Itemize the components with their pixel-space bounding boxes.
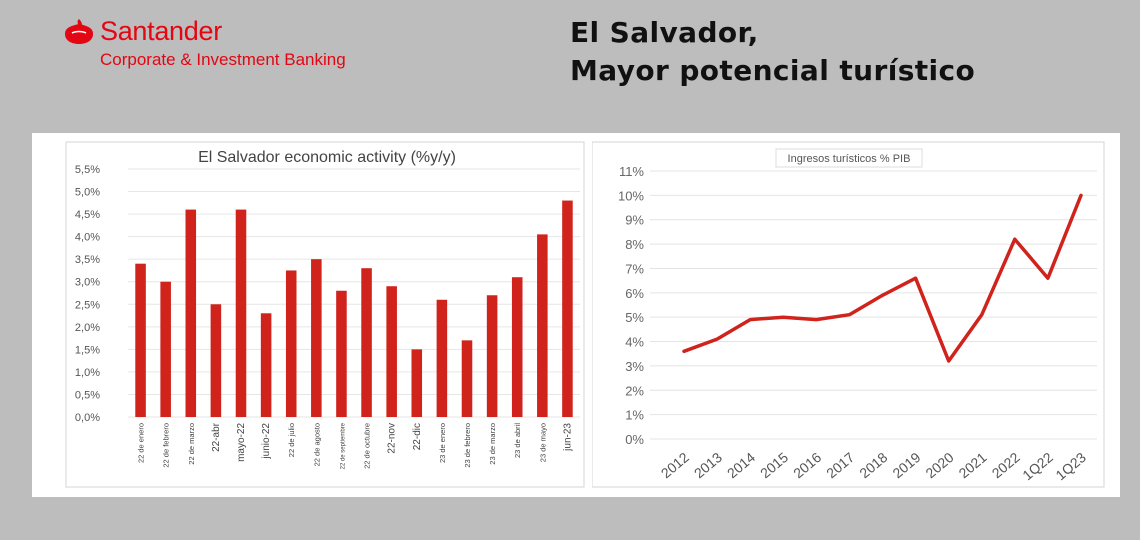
bar-category-label: 23 de abril [513, 423, 522, 458]
bar-category-label: 22 de enero [137, 423, 146, 463]
line-category-label: 2018 [856, 449, 890, 481]
santander-flame-icon [65, 19, 93, 44]
bar [285, 270, 297, 417]
bar-ytick-label: 1,0% [75, 367, 100, 379]
tourism-income-line-chart: Ingresos turísticos % PIB 0% 1% 2% 3% 4% 5% 6%… [592, 141, 1105, 488]
line-category-label: 2015 [757, 449, 791, 481]
headline-line-1: El Salvador, [570, 16, 759, 49]
bar-category-label: jun-23 [562, 423, 573, 452]
bar-category-label: 22 de febrero [162, 423, 171, 468]
bar [361, 268, 372, 417]
bar-category-label: 23 de febrero [463, 423, 472, 468]
bar-category-label: 22 de septiembre [340, 422, 346, 469]
bar-category-label: 22-dic [412, 423, 423, 450]
bar [537, 234, 548, 417]
bar-category-label: 22 de julio [287, 423, 296, 457]
bar [461, 340, 473, 417]
bar [436, 299, 448, 417]
headline-line-2: Mayor potencial turístico [570, 54, 976, 87]
bar-category-label: 22 de agosto [312, 423, 321, 466]
line-ytick-label: 5% [625, 310, 644, 325]
economic-activity-bar-chart: El Salvador economic activity (%y/y) 0,0… [65, 141, 585, 488]
bar-category-label: mayo-22 [236, 423, 247, 462]
bar-chart-title: El Salvador economic activity (%y/y) [198, 149, 456, 166]
line-category-label: 2014 [724, 449, 758, 481]
bar [160, 281, 171, 417]
line-chart-title: Ingresos turísticos % PIB [788, 153, 911, 165]
line-ytick-label: 9% [625, 213, 644, 228]
line-ytick-label: 6% [625, 286, 644, 301]
santander-logo: Santander Corporate & Investment Banking [62, 14, 402, 74]
bar-category-label: 23 de marzo [488, 423, 497, 465]
line-category-label: 2019 [889, 449, 923, 481]
line-category-label: 1Q23 [1052, 449, 1089, 483]
charts-panel: El Salvador economic activity (%y/y) 0,0… [32, 133, 1120, 497]
line-ytick-label: 10% [618, 188, 644, 203]
brand-subtitle: Corporate & Investment Banking [100, 50, 346, 69]
bar [336, 290, 347, 417]
bar-ytick-label: 5,0% [75, 187, 100, 199]
bar-category-label: 22-nov [387, 423, 398, 454]
bar-ytick-label: 4,5% [75, 209, 100, 221]
bar-category-label: 23 de mayo [538, 423, 547, 462]
bar [411, 349, 423, 417]
line-ytick-label: 0% [625, 432, 644, 447]
line-category-label: 1Q22 [1019, 449, 1056, 483]
line-ytick-label: 1% [625, 408, 644, 423]
bar-ytick-label: 0,0% [75, 412, 100, 424]
bar-category-label: 22-abr [211, 422, 222, 452]
line-category-label: 2017 [823, 449, 857, 481]
line-ytick-label: 4% [625, 335, 644, 350]
bar-ytick-label: 5,5% [75, 164, 100, 176]
bar-category-label: 22 de marzo [187, 423, 196, 465]
bar-category-label: junio-22 [261, 423, 272, 460]
bar [260, 313, 272, 417]
bar-ytick-label: 2,0% [75, 322, 100, 334]
line-ytick-label: 3% [625, 359, 644, 374]
bar-ytick-label: 3,5% [75, 254, 100, 266]
bar [235, 209, 247, 417]
line-category-label: 2020 [922, 449, 956, 481]
bar-category-label: 23 de enero [438, 423, 447, 463]
bar-ytick-label: 2,5% [75, 299, 100, 311]
bar [135, 263, 146, 417]
line-category-label: 2016 [790, 449, 824, 481]
line-category-label: 2012 [658, 449, 692, 481]
bar-ytick-label: 0,5% [75, 389, 100, 401]
bar-ytick-label: 4,0% [75, 232, 100, 244]
line-ytick-label: 8% [625, 237, 644, 252]
page-headline: El Salvador, Mayor potencial turístico [570, 14, 975, 90]
bar-ytick-label: 3,0% [75, 277, 100, 289]
bar [486, 295, 498, 417]
line-ytick-label: 11% [619, 164, 644, 179]
line-category-label: 2022 [989, 449, 1023, 481]
bar [562, 200, 573, 417]
bar [311, 259, 322, 417]
bar-ytick-label: 1,5% [75, 344, 100, 356]
line-ytick-label: 7% [625, 261, 644, 276]
bar-category-label: 22 de octubre [363, 423, 372, 469]
line-category-label: 2021 [956, 449, 990, 481]
tourism-income-series-line [682, 193, 1083, 363]
bar [386, 286, 397, 417]
bar [511, 277, 523, 417]
line-ytick-label: 2% [625, 383, 644, 398]
bar [210, 304, 222, 417]
line-category-label: 2013 [691, 449, 725, 481]
bar [185, 209, 197, 417]
brand-name: Santander [100, 16, 222, 46]
